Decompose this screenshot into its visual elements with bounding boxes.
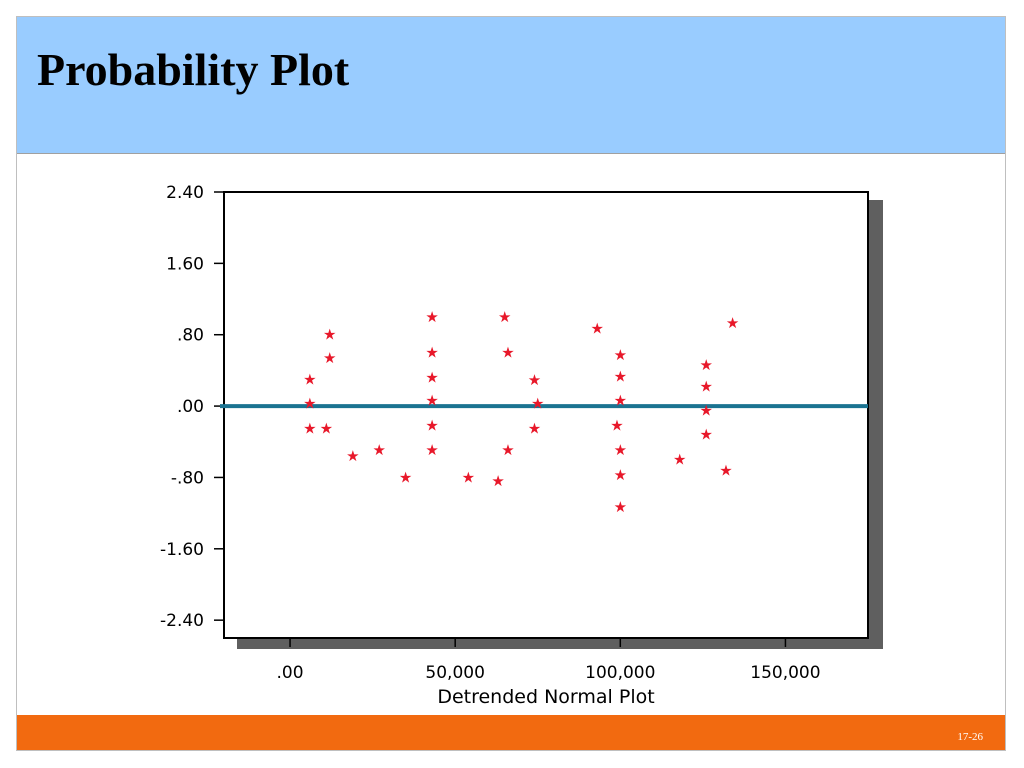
data-point: ★ [528,419,541,437]
y-axis: 2.40 1.60 .80 .00 -.80 -1.60 -2.40 [160,183,224,631]
y-tick-label: -1.60 [160,540,204,560]
data-point: ★ [346,447,359,465]
data-point: ★ [614,441,627,459]
title-band: Probability Plot [17,17,1005,154]
x-tick-label: .00 [277,663,304,683]
y-tick-label: .00 [177,397,204,417]
data-point: ★ [614,498,627,516]
data-point: ★ [673,451,686,469]
data-point: ★ [610,417,623,435]
x-tick-label: 100,000 [585,663,655,683]
data-points: ★★★★★★★ ★★★★★★★★★ ★★★★★★★★★★★★★★★★★★★★★★ [303,308,739,516]
data-point: ★ [498,308,511,326]
y-tick-label: 2.40 [166,183,204,203]
data-point: ★ [303,370,316,388]
data-point: ★ [462,468,475,486]
data-point: ★ [614,466,627,484]
data-point: ★ [501,441,514,459]
data-point: ★ [699,377,712,395]
footer-band: 17-26 [17,715,1005,750]
data-point: ★ [303,394,316,412]
data-point: ★ [320,419,333,437]
data-point: ★ [719,461,732,479]
x-tick-label: 150,000 [750,663,820,683]
y-tick-label: -.80 [171,468,204,488]
page-number: 17-26 [957,731,983,743]
x-axis-title: Detrended Normal Plot [437,686,654,708]
data-point: ★ [425,344,438,362]
data-point: ★ [699,356,712,374]
data-point: ★ [531,394,544,412]
data-point: ★ [528,371,541,389]
data-point: ★ [303,419,316,437]
data-point: ★ [323,326,336,344]
x-axis: .00 50,000 100,000 150,000 [277,638,821,683]
data-point: ★ [323,349,336,367]
data-point: ★ [425,392,438,410]
y-tick-label: 1.60 [166,254,204,274]
data-point: ★ [425,369,438,387]
data-point: ★ [425,441,438,459]
data-point: ★ [614,346,627,364]
plot-area [223,191,869,639]
data-point: ★ [699,426,712,444]
data-point: ★ [399,468,412,486]
data-point: ★ [501,344,514,362]
slide-title: Probability Plot [37,44,350,95]
y-tick-label: .80 [177,326,204,346]
data-point: ★ [491,472,504,490]
data-point: ★ [726,314,739,332]
data-point: ★ [425,308,438,326]
data-point: ★ [590,319,603,337]
x-tick-label: 50,000 [425,663,484,683]
data-point: ★ [614,368,627,386]
data-point: ★ [425,417,438,435]
data-point: ★ [614,392,627,410]
data-point: ★ [372,441,385,459]
y-tick-label: -2.40 [160,611,204,631]
data-point: ★ [699,402,712,420]
